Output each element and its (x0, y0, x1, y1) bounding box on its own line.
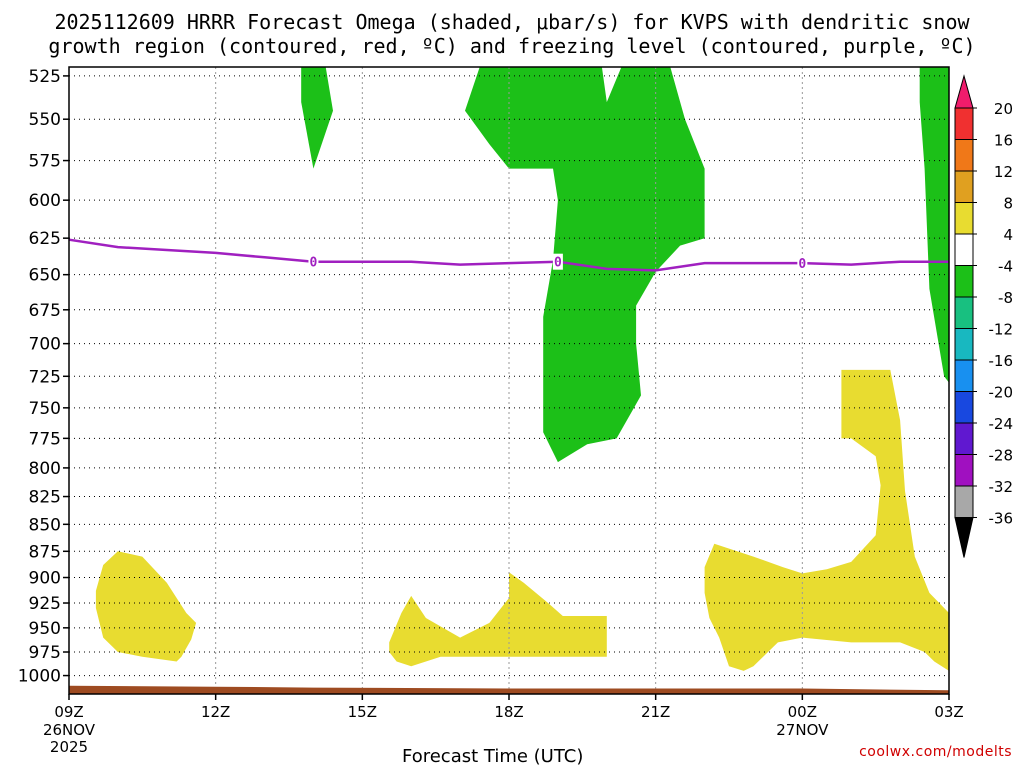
y-tick-label: 775 (29, 429, 61, 449)
contour-label: 0 (554, 256, 562, 271)
colorbar-segment (954, 265, 974, 298)
colorbar-segment (954, 485, 974, 518)
contour-label-bg (552, 253, 563, 270)
colorbar: 20 16 12 8 4 -4 -8 -12 -16 -20 -24 -28 -32 -36 (954, 74, 1014, 558)
y-tick-label: 875 (29, 542, 61, 562)
x-tick-label: 09Z (54, 703, 83, 721)
x-tick-date: 26NOV (43, 721, 96, 739)
x-tick-label: 00Z (788, 703, 817, 721)
colorbar-segment (954, 391, 974, 424)
y-tick-label: 600 (29, 191, 61, 211)
colorbar-label: 20 (994, 100, 1013, 118)
colorbar-label: -8 (998, 289, 1013, 307)
colorbar-label: 4 (1003, 226, 1013, 244)
colorbar-label: -28 (989, 447, 1014, 465)
sinking-motion-left (95, 551, 197, 662)
y-tick-label: 1000 (18, 667, 61, 687)
terrain-fill (69, 685, 949, 694)
contour-label: 0 (310, 256, 318, 271)
y-tick-label: 800 (29, 459, 61, 479)
y-tick-label: 750 (29, 399, 61, 419)
sinking-motion-center (389, 572, 607, 667)
y-tick-label: 575 (29, 152, 61, 172)
sinking-motion-right (704, 369, 949, 671)
colorbar-segment (954, 454, 974, 487)
source-watermark: coolwx.com/modelts (859, 744, 1012, 760)
y-tick-label: 850 (29, 515, 61, 535)
colorbar-segment (954, 359, 974, 392)
colorbar-label: 12 (994, 163, 1013, 181)
colorbar-label: -4 (998, 258, 1013, 276)
freezing-level-contour: 0 0 0 (68, 238, 949, 272)
x-tick-label: 18Z (494, 703, 523, 721)
colorbar-segment (954, 139, 974, 172)
horizontal-gridlines (69, 75, 949, 677)
terrain-surface (69, 685, 949, 694)
y-tick-label: 725 (29, 367, 61, 387)
x-tick-label: 15Z (348, 703, 377, 721)
contour-label: 0 (798, 257, 806, 272)
y-tick-label: 900 (29, 569, 61, 589)
colorbar-segment (954, 170, 974, 203)
colorbar-segment (954, 422, 974, 455)
y-tick-label: 950 (29, 619, 61, 639)
chart-title-line-1: 2025112609 HRRR Forecast Omega (shaded, … (54, 10, 970, 34)
colorbar-segment (954, 233, 974, 266)
x-tick-date: 27NOV (776, 721, 829, 739)
y-tick-label: 525 (29, 67, 61, 87)
colorbar-label: 8 (1003, 195, 1013, 213)
colorbar-segment (954, 328, 974, 361)
colorbar-label: -32 (989, 478, 1014, 496)
y-tick-label: 650 (29, 266, 61, 286)
x-tick-label: 21Z (641, 703, 670, 721)
x-tick-label: 12Z (201, 703, 230, 721)
y-tick-label: 925 (29, 594, 61, 614)
y-tick-label: 975 (29, 643, 61, 663)
y-tick-label: 675 (29, 301, 61, 321)
contour-label-bg (308, 253, 319, 270)
y-tick-label: 700 (29, 335, 61, 355)
y-tick-label: 825 (29, 488, 61, 508)
colorbar-label: -36 (989, 510, 1014, 528)
contour-label-bg (797, 255, 808, 272)
colorbar-top-arrow (954, 74, 974, 109)
colorbar-label: -16 (989, 352, 1014, 370)
colorbar-label: -12 (989, 321, 1014, 339)
colorbar-label: -20 (989, 384, 1014, 402)
y-tick-label: 625 (29, 229, 61, 249)
chart-title-line-2: growth region (contoured, red, ºC) and f… (48, 34, 976, 58)
x-tick-year: 2025 (50, 738, 88, 756)
colorbar-label: -24 (989, 415, 1014, 433)
colorbar-segment (954, 202, 974, 235)
colorbar-label: 16 (994, 132, 1013, 150)
y-tick-label: 550 (29, 110, 61, 130)
colorbar-bottom-arrow (954, 517, 974, 558)
pressure-axis: 525 550 575 600 625 650 675 700 725 750 775 800 825 8… (18, 67, 69, 687)
rising-motion-right-edge (919, 67, 949, 383)
rising-motion-upper-left (301, 67, 333, 169)
colorbar-segment (954, 107, 974, 140)
x-tick-label: 03Z (934, 703, 963, 721)
colorbar-segment (954, 296, 974, 329)
x-axis-title: Forecast Time (UTC) (402, 746, 584, 767)
